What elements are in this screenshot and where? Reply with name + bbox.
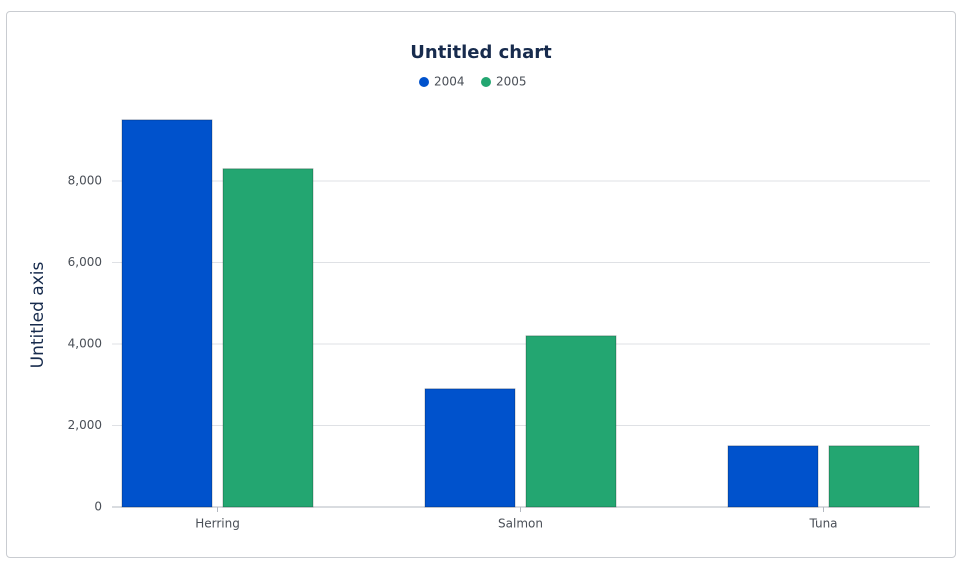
bar <box>727 445 819 508</box>
y-tick-label: 0 <box>94 500 102 514</box>
legend-swatch <box>419 77 429 87</box>
legend-label: 2004 <box>434 75 465 89</box>
x-tick-label: Salmon <box>498 517 543 531</box>
legend-label: 2005 <box>496 75 527 89</box>
y-tick-label: 8,000 <box>68 174 102 188</box>
bar <box>121 119 213 508</box>
y-axis-title: Untitled axis <box>28 262 48 369</box>
card <box>6 11 956 558</box>
legend-swatch <box>481 77 491 87</box>
x-tick-label: Tuna <box>808 517 837 531</box>
x-tick-label: Herring <box>195 517 240 531</box>
y-tick-label: 4,000 <box>68 337 102 351</box>
y-tick-label: 6,000 <box>68 255 102 269</box>
y-tick-label: 2,000 <box>68 418 102 432</box>
bar <box>525 335 617 508</box>
chart-title: Untitled chart <box>410 42 552 63</box>
bar <box>424 388 516 508</box>
bar <box>222 168 314 508</box>
bar <box>828 445 920 508</box>
